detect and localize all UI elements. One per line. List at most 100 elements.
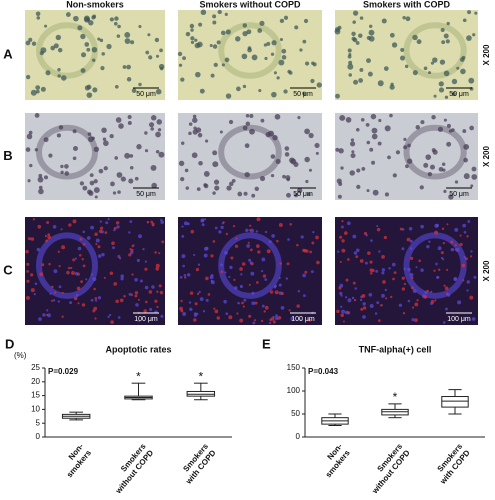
image-cell (118, 257, 122, 260)
image-cell (289, 222, 292, 226)
image-cell (302, 91, 307, 96)
image-cell (154, 37, 160, 43)
image-cell (472, 33, 476, 37)
image-cell (241, 53, 248, 60)
image-cell (420, 268, 424, 272)
image-cell (106, 43, 112, 50)
image-cell (144, 260, 148, 263)
image-cell (35, 89, 40, 94)
image-cell (53, 269, 58, 274)
image-cell (406, 237, 411, 242)
image-cell (371, 133, 378, 140)
image-cell (251, 291, 255, 295)
image-cell (91, 273, 94, 276)
micrograph: 100 μm (335, 217, 478, 325)
image-cell (453, 276, 458, 281)
image-cell (45, 239, 49, 243)
image-cell (272, 320, 276, 324)
image-cell (146, 220, 150, 224)
image-cell (120, 274, 124, 278)
image-cell (348, 60, 353, 65)
image-cell (259, 176, 266, 182)
image-cell (186, 222, 190, 226)
image-cell (260, 270, 264, 273)
image-cell (210, 254, 214, 258)
image-cell (202, 310, 206, 313)
image-cell (58, 285, 62, 289)
image-cell (91, 15, 96, 20)
image-cell (345, 278, 349, 282)
image-cell (433, 269, 436, 272)
image-cell (297, 187, 303, 194)
image-cell (235, 237, 238, 240)
image-cell (150, 220, 154, 224)
image-cell (269, 321, 272, 325)
image-cell (438, 166, 444, 172)
image-cell (384, 125, 391, 132)
image-cell (438, 81, 444, 87)
image-cell (150, 115, 157, 121)
image-cell (224, 271, 227, 274)
image-cell (404, 64, 409, 69)
image-cell (271, 91, 277, 98)
image-cell (365, 122, 370, 127)
image-cell (245, 228, 249, 233)
image-cell (247, 241, 250, 244)
image-cell (283, 89, 288, 94)
image-cell (450, 247, 455, 252)
image-cell (463, 230, 467, 234)
image-cell (117, 190, 121, 194)
image-cell (72, 258, 76, 262)
image-cell (471, 317, 476, 321)
image-cell (406, 158, 413, 164)
image-cell (70, 266, 73, 270)
image-cell (212, 14, 217, 19)
y-tick-label: 150 (287, 363, 301, 372)
image-cell (110, 320, 114, 324)
image-cell (212, 240, 216, 243)
image-cell (248, 314, 252, 318)
image-cell (210, 279, 213, 283)
image-cell (428, 240, 431, 243)
image-cell (419, 185, 424, 190)
y-tick-label: 25 (31, 363, 40, 372)
image-cell (147, 33, 151, 37)
image-cell (95, 238, 100, 243)
image-cell (371, 160, 376, 165)
image-cell (188, 301, 192, 304)
image-cell (138, 82, 142, 87)
image-cell (249, 128, 255, 135)
image-cell (35, 11, 41, 17)
image-cell (445, 307, 448, 311)
image-cell (249, 248, 253, 252)
image-cell (369, 303, 374, 308)
image-cell (445, 39, 450, 44)
image-cell (296, 243, 299, 247)
image-cell (251, 193, 256, 198)
image-cell (376, 301, 380, 305)
image-cell (126, 64, 131, 70)
image-cell (94, 297, 98, 300)
image-cell (276, 76, 280, 80)
image-cell (228, 315, 233, 320)
image-cell (347, 298, 352, 303)
image-cell (68, 223, 72, 227)
image-cell (213, 307, 216, 310)
image-cell (45, 70, 51, 76)
image-cell (97, 296, 102, 300)
image-cell (382, 280, 386, 284)
image-structure (36, 124, 98, 180)
image-cell (446, 123, 451, 128)
image-cell (287, 69, 292, 74)
image-cell (403, 137, 407, 141)
image-cell (217, 9, 222, 15)
image-cell (248, 283, 251, 286)
image-cell (82, 185, 88, 191)
image-cell (305, 179, 309, 184)
image-cell (237, 191, 243, 197)
image-cell (98, 168, 104, 174)
image-cell (466, 280, 471, 284)
image-cell (377, 141, 382, 146)
image-cell (276, 239, 279, 243)
image-cell (299, 318, 302, 322)
